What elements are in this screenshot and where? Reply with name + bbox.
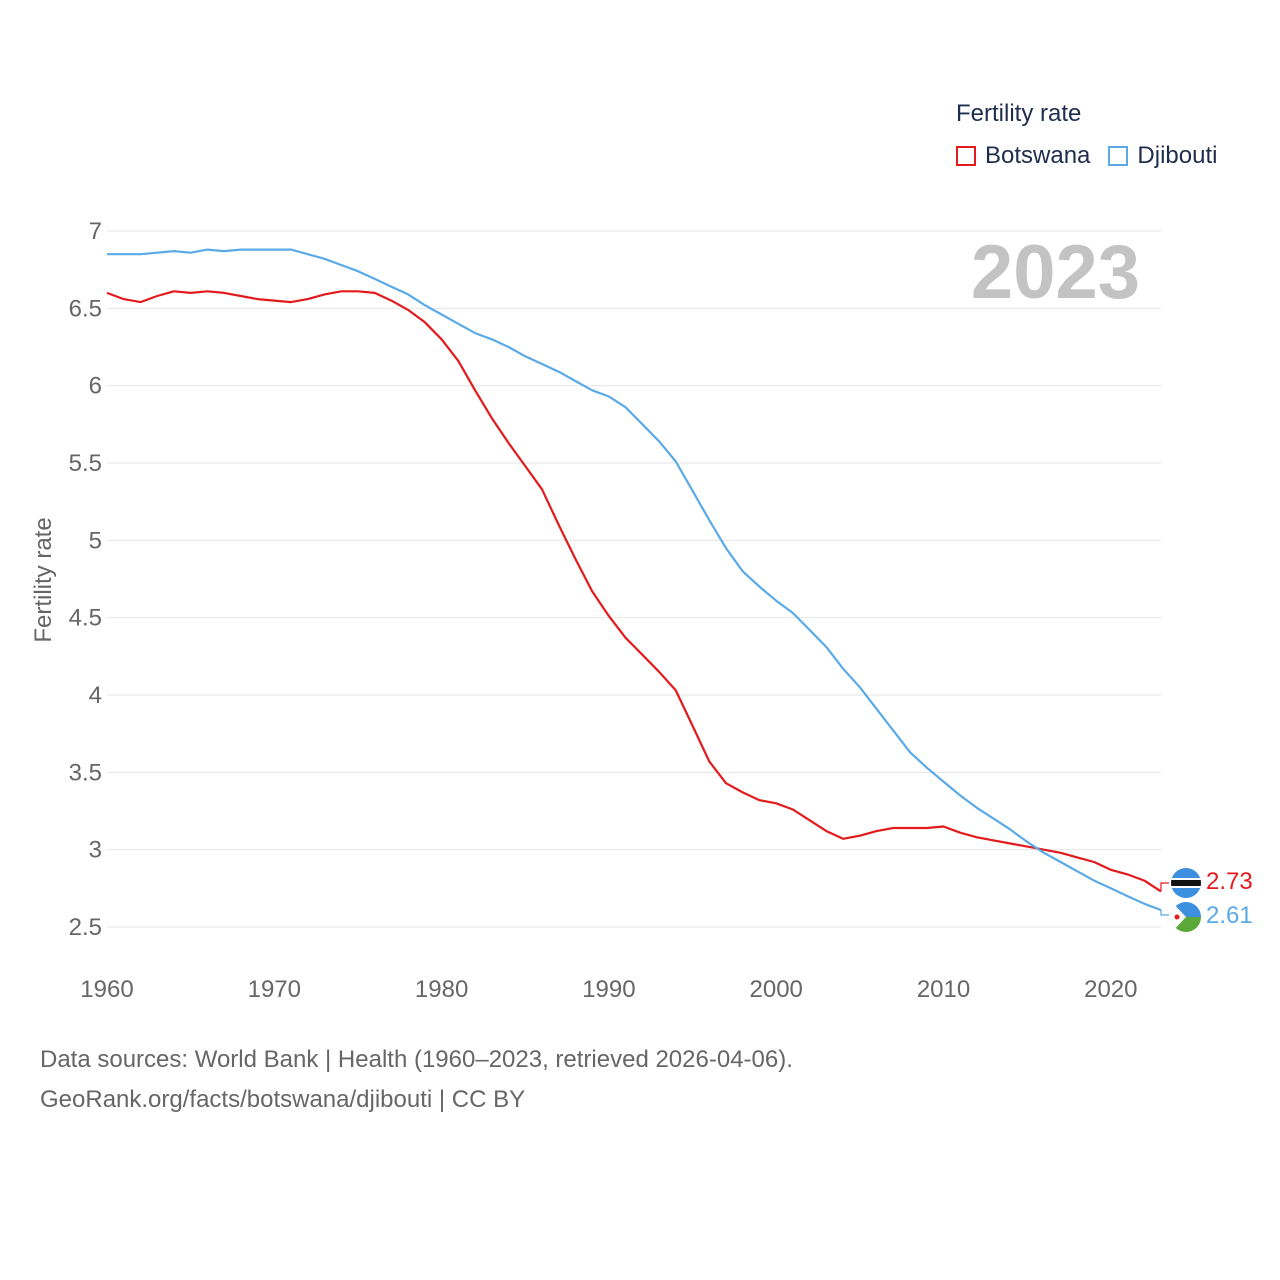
end-connector [1160, 882, 1169, 892]
legend-swatch-djibouti [1108, 146, 1129, 166]
y-tick-label: 5 [89, 527, 102, 554]
y-tick-label: 2.5 [69, 914, 102, 941]
y-tick-label: 6.5 [69, 295, 102, 322]
footer-source: Data sources: World Bank | Health (1960–… [40, 1046, 793, 1073]
x-tick-label: 2000 [750, 976, 803, 1003]
y-axis-title: Fertility rate [30, 517, 57, 642]
djibouti-flag-icon [1171, 902, 1201, 932]
series-lines [106, 248, 1162, 912]
x-tick-label: 2010 [917, 976, 970, 1003]
legend-swatch-botswana [956, 146, 976, 166]
series-line-djibouti[interactable] [107, 248, 1162, 912]
y-tick-label: 7 [89, 218, 102, 245]
x-tick-label: 1960 [80, 976, 133, 1003]
y-tick-label: 4 [89, 682, 102, 709]
legend-title: Fertility rate [956, 100, 1082, 127]
botswana-flag-icon [1171, 868, 1201, 898]
footer-link[interactable]: GeoRank.org/facts/botswana/djibouti | CC… [40, 1086, 526, 1113]
y-tick-label: 5.5 [69, 450, 102, 477]
legend: Botswana Djibouti [956, 142, 1235, 170]
x-axis-ticks: 1960 1970 1980 1990 2000 2010 2020 [80, 976, 1137, 1003]
x-tick-label: 2020 [1084, 976, 1137, 1003]
end-value-label: 2.61 [1206, 902, 1253, 929]
x-tick-label: 1970 [248, 976, 301, 1003]
legend-item-botswana[interactable]: Botswana [956, 142, 1090, 170]
series-line-botswana[interactable] [106, 290, 1162, 893]
y-tick-label: 6 [89, 373, 102, 400]
gridlines [107, 230, 1161, 928]
y-tick-label: 3.5 [69, 759, 102, 786]
year-watermark: 2023 [971, 230, 1140, 315]
y-tick-label: 3 [89, 837, 102, 864]
end-connector [1160, 909, 1169, 916]
legend-label-botswana: Botswana [985, 142, 1091, 169]
y-tick-label: 4.5 [69, 605, 102, 632]
y-axis-ticks: 2.5 3 3.5 4 4.5 5 5.5 6 6.5 7 [69, 218, 102, 941]
legend-item-djibouti[interactable]: Djibouti [1108, 142, 1217, 170]
end-value-label: 2.73 [1206, 868, 1253, 895]
end-markers: 2.73 2.61 [1160, 868, 1253, 932]
legend-label-djibouti: Djibouti [1137, 142, 1218, 169]
x-tick-label: 1980 [415, 976, 468, 1003]
x-tick-label: 1990 [582, 976, 635, 1003]
